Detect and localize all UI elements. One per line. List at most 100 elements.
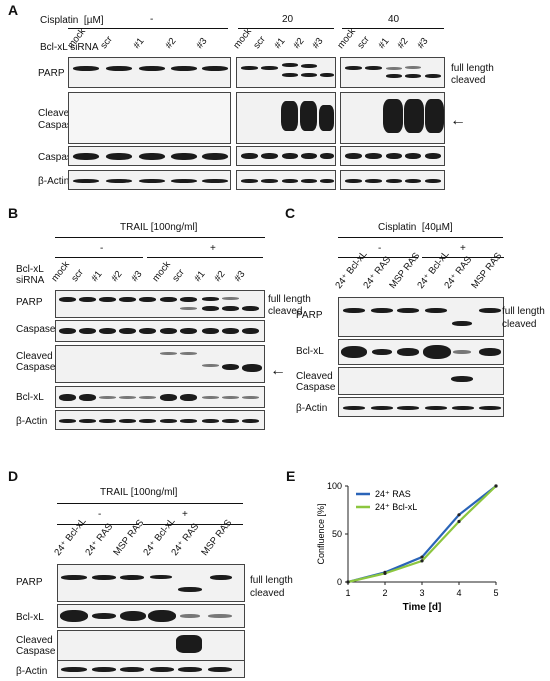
panel-a-lane-label: #2	[163, 35, 179, 51]
panel-b-row-cleaved-caspase3: Caspase 3	[16, 362, 64, 373]
panel-b-bracket-2	[147, 257, 263, 258]
panel-b-lane-label: scr	[170, 267, 187, 284]
y-tick-label: 50	[332, 529, 342, 539]
data-point	[457, 519, 461, 524]
panel-c-actin-blot	[338, 397, 504, 417]
panel-b-casp3-blot	[55, 320, 265, 342]
panel-b-lane-label: mock	[49, 259, 72, 284]
panel-b-bracket-1	[55, 257, 143, 258]
panel-b-row-actin: β-Actin	[16, 416, 48, 427]
panel-b-lane-label: mock	[150, 259, 173, 284]
panel-b-cleaved: cleaved	[268, 306, 303, 317]
panel-b-row-parp: PARP	[16, 297, 43, 308]
x-tick-label: 2	[382, 588, 387, 598]
panel-d-row-cleaved-caspase3: Caspase 3	[16, 646, 64, 657]
data-point	[383, 571, 387, 575]
panel-d-minus: -	[98, 509, 102, 520]
x-tick-label: 3	[419, 588, 424, 598]
panel-a-lane-label: #1	[376, 35, 392, 51]
panel-c-parp-blot	[338, 297, 504, 337]
panel-a-lane-label: #3	[415, 35, 431, 51]
data-point	[457, 513, 461, 517]
x-tick-label: 1	[345, 588, 350, 598]
panel-a-full-length: full length	[451, 63, 494, 74]
panel-c-full-length: full length	[502, 306, 545, 317]
x-axis-title: Time [d]	[403, 602, 442, 613]
panel-b-lane-label: #2	[109, 268, 125, 284]
legend-label: 24⁺ Bcl-xL	[375, 502, 417, 512]
panel-d-parp-blot	[57, 564, 245, 602]
panel-a-row-caspase3: Caspase 3	[38, 152, 86, 163]
panel-d-cc3-blot	[57, 630, 245, 662]
panel-a-dose-minus: -	[150, 14, 154, 25]
panel-b-bclxl-blot	[55, 386, 265, 408]
panel-c-cleaved: cleaved	[502, 319, 537, 330]
panel-d-bracket-1	[57, 524, 139, 525]
panel-b-plus: +	[210, 243, 216, 254]
panel-a-lane-label: #3	[194, 35, 210, 51]
y-tick-label: 0	[337, 577, 342, 587]
panel-d-row-cleaved: Cleaved	[16, 635, 53, 646]
panel-c-plus: +	[460, 243, 466, 254]
panel-d-row-parp: PARP	[16, 577, 43, 588]
panel-b-treatment: TRAIL [100ng/ml]	[120, 222, 198, 233]
panel-a-cc3-blot-3	[340, 92, 445, 144]
panel-a-actin-blot-2	[236, 170, 336, 190]
panel-d-treatment: TRAIL [100ng/ml]	[100, 487, 178, 498]
panel-a-lane-label: #1	[131, 35, 147, 51]
panel-a-lane-label: #3	[310, 35, 326, 51]
panel-d-treat-line	[57, 503, 243, 504]
data-point	[494, 484, 498, 488]
panel-a-lane-label: mock	[231, 26, 254, 51]
panel-b-sirna-2: siRNA	[16, 275, 45, 286]
panel-a-lane-label: scr	[251, 34, 268, 51]
panel-d-bracket-2	[143, 524, 243, 525]
panel-a-actin-blot-3	[340, 170, 445, 190]
panel-d-row-actin: β-Actin	[16, 666, 48, 677]
panel-c-bracket-1	[338, 257, 418, 258]
panel-b-lane-label: #1	[192, 268, 208, 284]
panel-b-minus: -	[100, 243, 104, 254]
data-point	[346, 580, 350, 584]
x-tick-label: 4	[456, 588, 461, 598]
panel-b-actin-blot	[55, 410, 265, 430]
panel-b-lane-label: #3	[232, 268, 248, 284]
panel-c-row-parp: PARP	[296, 310, 323, 321]
panel-a-bracket-2	[238, 28, 334, 29]
panel-b-lane-label: #1	[89, 268, 105, 284]
chart-series	[346, 484, 498, 584]
series-line	[347, 485, 497, 584]
panel-a-cisplatin-label: Cisplatin [µM]	[40, 15, 104, 26]
data-point	[420, 555, 424, 559]
legend-label: 24⁺ RAS	[375, 489, 411, 499]
panel-a-lane-label: scr	[98, 34, 115, 51]
panel-b-cc3-blot	[55, 345, 265, 383]
panel-a-row-cleaved-2: Caspase 3	[38, 120, 86, 131]
panel-a-lane-label: scr	[355, 34, 372, 51]
panel-a-dose-40: 40	[388, 14, 400, 25]
y-axis-title: Confluence [%]	[316, 503, 326, 564]
panel-c-label: C	[285, 205, 296, 221]
panel-c-bclxl-blot	[338, 339, 504, 365]
panel-a-lane-label: mock	[335, 26, 358, 51]
panel-a-bracket-1	[68, 28, 228, 29]
panel-a-lane-label: #2	[291, 35, 307, 51]
cisplatin-text: Cisplatin	[40, 15, 79, 26]
panel-a-arrow-icon: ←	[450, 112, 466, 129]
panel-b-sirna-1: Bcl-xL	[16, 264, 44, 275]
panel-a-casp3-blot-1	[68, 146, 231, 166]
panel-b-lane-label: scr	[69, 267, 86, 284]
panel-c-row-cleaved: Cleaved	[296, 371, 333, 382]
panel-d-cleaved: cleaved	[250, 588, 285, 599]
panel-c-treatment: Cisplatin [40µM]	[378, 222, 453, 233]
panel-c-minus: -	[378, 243, 382, 254]
panel-d-plus: +	[182, 509, 188, 520]
panel-d-actin-blot	[57, 660, 245, 678]
panel-a-casp3-blot-3	[340, 146, 445, 166]
panel-a-row-parp: PARP	[38, 68, 65, 79]
panel-d-bclxl-blot	[57, 604, 245, 628]
panel-b-full-length: full length	[268, 294, 311, 305]
panel-d-label: D	[8, 468, 19, 484]
panel-b-row-cleaved: Cleaved	[16, 351, 53, 362]
panel-c-row-cleaved-caspase3: Caspase 3	[296, 382, 344, 393]
